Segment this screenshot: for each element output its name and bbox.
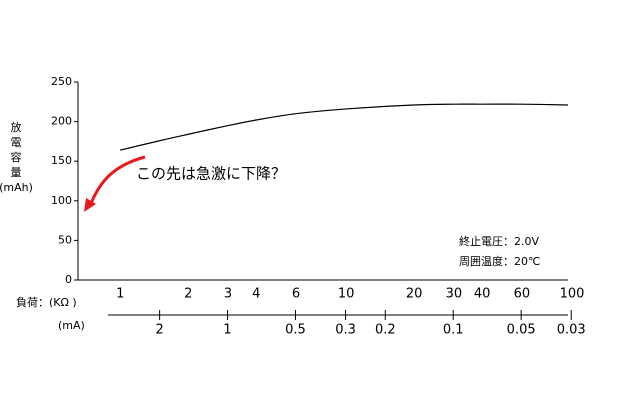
x-tick-label: 4 — [252, 287, 260, 302]
x-tick-label: 6 — [292, 287, 300, 302]
y-tick-label: 100 — [51, 194, 72, 207]
x-tick-label: 100 — [560, 287, 585, 302]
x2-tick-label: 0.1 — [443, 323, 464, 338]
x2-axis-label: (mA) — [58, 319, 85, 332]
x-tick-label: 1 — [116, 287, 124, 302]
arrow — [88, 155, 146, 207]
y-tick-label: 50 — [58, 233, 72, 246]
y-axis-label: 放 — [11, 120, 22, 134]
x2-tick-label: 0.3 — [335, 323, 356, 338]
y-axis-label: 量 — [11, 166, 22, 179]
arrow-head — [84, 198, 96, 212]
x2-tick-label: 0.03 — [557, 323, 586, 338]
line — [120, 103, 569, 151]
x-tick-label: 2 — [184, 287, 192, 302]
y-tick-label: 150 — [51, 154, 72, 167]
x-tick-label: 30 — [446, 287, 463, 302]
x2-tick-label: 0.5 — [285, 323, 306, 338]
x2-tick-label: 2 — [155, 323, 163, 338]
y-tick-label: 0 — [65, 273, 72, 286]
x-axis-label: 負荷：(KΩ ) — [16, 296, 77, 309]
note: 終止電圧：2.0V — [459, 234, 539, 248]
note: 周囲温度：20℃ — [459, 254, 540, 268]
x2-tick-label: 1 — [223, 323, 231, 338]
y-axis-label: 電 — [11, 136, 22, 149]
x2-tick-label: 0.2 — [375, 323, 396, 338]
x-tick-label: 20 — [406, 287, 423, 302]
x-tick-label: 10 — [338, 287, 355, 302]
x2-tick-label: 0.05 — [507, 323, 536, 338]
x-tick-label: 40 — [474, 287, 491, 302]
y-tick-label: 250 — [51, 75, 72, 88]
y-axis-label: 容 — [11, 150, 22, 164]
x-tick-label: 60 — [514, 287, 531, 302]
annotation: この先は急激に下降？ — [136, 165, 286, 183]
y-axis-label: (mAh) — [0, 181, 33, 194]
x-tick-label: 3 — [224, 287, 232, 302]
y-tick-label: 200 — [51, 115, 72, 128]
